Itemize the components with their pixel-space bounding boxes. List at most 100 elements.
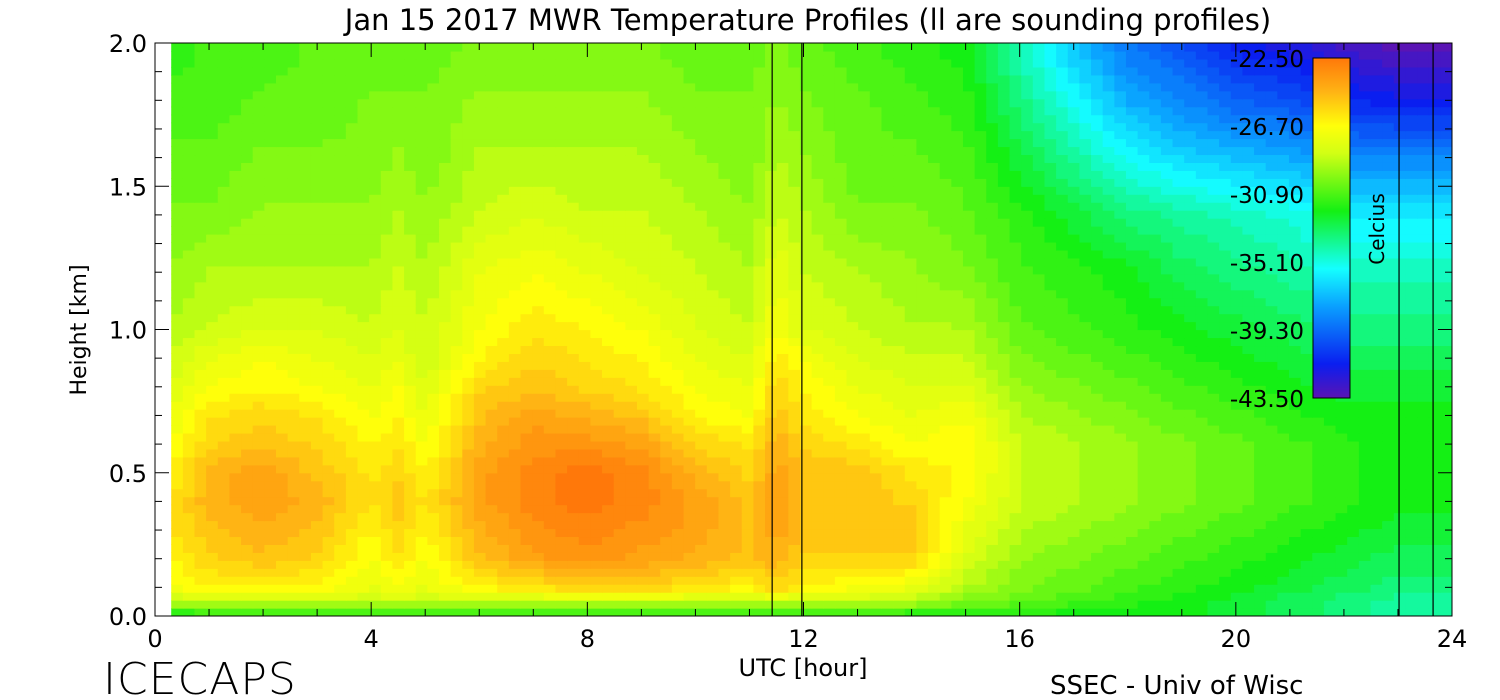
heatmap-cell (485, 552, 498, 561)
heatmap-cell (264, 512, 277, 522)
heatmap-cell (450, 592, 463, 601)
heatmap-cell (334, 576, 347, 585)
heatmap-cell (881, 600, 894, 609)
heatmap-cell (776, 520, 789, 530)
heatmap-cell (532, 488, 545, 498)
heatmap-cell (310, 417, 324, 426)
heatmap-cell (1160, 369, 1174, 378)
heatmap-cell (1044, 512, 1057, 522)
heatmap-cell (986, 329, 999, 339)
heatmap-cell (287, 576, 300, 585)
heatmap-cell (520, 568, 533, 577)
heatmap-cell (962, 600, 976, 609)
heatmap-cell (310, 504, 324, 514)
heatmap-cell (1393, 480, 1407, 490)
heatmap-cell (229, 504, 242, 514)
heatmap-cell (287, 329, 300, 339)
heatmap-cell (1056, 345, 1069, 354)
heatmap-cell (1288, 544, 1302, 553)
heatmap-cell (1079, 265, 1092, 275)
heatmap-cell (788, 592, 801, 601)
heatmap-cell (1044, 409, 1057, 418)
heatmap-cell (1440, 417, 1452, 426)
heatmap-cell (1370, 608, 1383, 616)
heatmap-cell (299, 393, 312, 402)
heatmap-cell (1102, 432, 1115, 442)
heatmap-cell (1195, 321, 1209, 331)
heatmap-cell (252, 273, 265, 283)
heatmap-cell (602, 568, 615, 577)
heatmap-cell (1219, 488, 1232, 498)
heatmap-cell (613, 321, 626, 331)
heatmap-cell (695, 321, 708, 331)
heatmap-cell (590, 257, 603, 267)
heatmap-cell (951, 576, 964, 585)
heatmap-cell (1300, 432, 1313, 442)
heatmap-cell (276, 257, 289, 267)
heatmap-cell (706, 472, 720, 482)
heatmap-cell (613, 600, 626, 609)
heatmap-cell (834, 520, 848, 530)
heatmap-cell (1172, 456, 1185, 466)
heatmap-cell (1137, 440, 1150, 450)
heatmap-cell (823, 440, 836, 450)
heatmap-cell (1393, 353, 1407, 362)
heatmap-cell (613, 560, 626, 569)
heatmap-cell (543, 488, 557, 498)
heatmap-cell (1440, 281, 1452, 291)
heatmap-cell (718, 409, 731, 418)
heatmap-cell (1207, 345, 1220, 354)
heatmap-cell (182, 528, 196, 538)
heatmap-cell (264, 544, 277, 553)
heatmap-cell (1393, 425, 1407, 434)
heatmap-cell (590, 353, 603, 362)
heatmap-cell (904, 361, 917, 370)
heatmap-cell (1440, 265, 1452, 275)
heatmap-cell (776, 337, 789, 347)
heatmap-cell (788, 313, 801, 323)
heatmap-cell (1347, 265, 1360, 275)
heatmap-cell (1102, 361, 1115, 370)
heatmap-cell (1219, 440, 1232, 450)
heatmap-cell (1137, 560, 1150, 569)
heatmap-cell (730, 313, 743, 323)
heatmap-cell (1323, 432, 1337, 442)
heatmap-cell (532, 329, 545, 339)
heatmap-cell (1207, 440, 1220, 450)
heatmap-cell (788, 520, 801, 530)
heatmap-cell (823, 369, 836, 378)
heatmap-cell (310, 425, 324, 434)
heatmap-cell (765, 592, 778, 601)
heatmap-cell (962, 313, 976, 323)
heatmap-cell (648, 257, 661, 267)
heatmap-cell (613, 337, 626, 347)
heatmap-cell (1114, 448, 1127, 458)
heatmap-cell (276, 281, 289, 291)
heatmap-cell (1230, 528, 1244, 538)
heatmap-cell (648, 393, 661, 402)
heatmap-cell (555, 265, 568, 275)
heatmap-cell (1440, 544, 1452, 553)
heatmap-cell (380, 281, 394, 291)
heatmap-cell (1440, 401, 1452, 410)
heatmap-cell (1091, 552, 1104, 561)
heatmap-cell (276, 377, 289, 386)
heatmap-cell (171, 520, 184, 530)
heatmap-cell (206, 536, 219, 545)
heatmap-cell (881, 393, 894, 402)
heatmap-cell (1021, 608, 1034, 616)
heatmap-cell (1230, 361, 1244, 370)
heatmap-cell (345, 329, 359, 339)
heatmap-cell (264, 297, 277, 307)
heatmap-cell (369, 385, 382, 394)
heatmap-cell (951, 321, 964, 331)
heatmap-cell (951, 544, 964, 553)
heatmap-cell (636, 425, 650, 434)
heatmap-cell (1021, 496, 1034, 506)
heatmap-cell (1347, 576, 1360, 585)
heatmap-cell (695, 385, 708, 394)
heatmap-cell (939, 377, 952, 386)
heatmap-cell (287, 544, 300, 553)
heatmap-cell (369, 464, 382, 474)
heatmap-cell (206, 448, 219, 458)
